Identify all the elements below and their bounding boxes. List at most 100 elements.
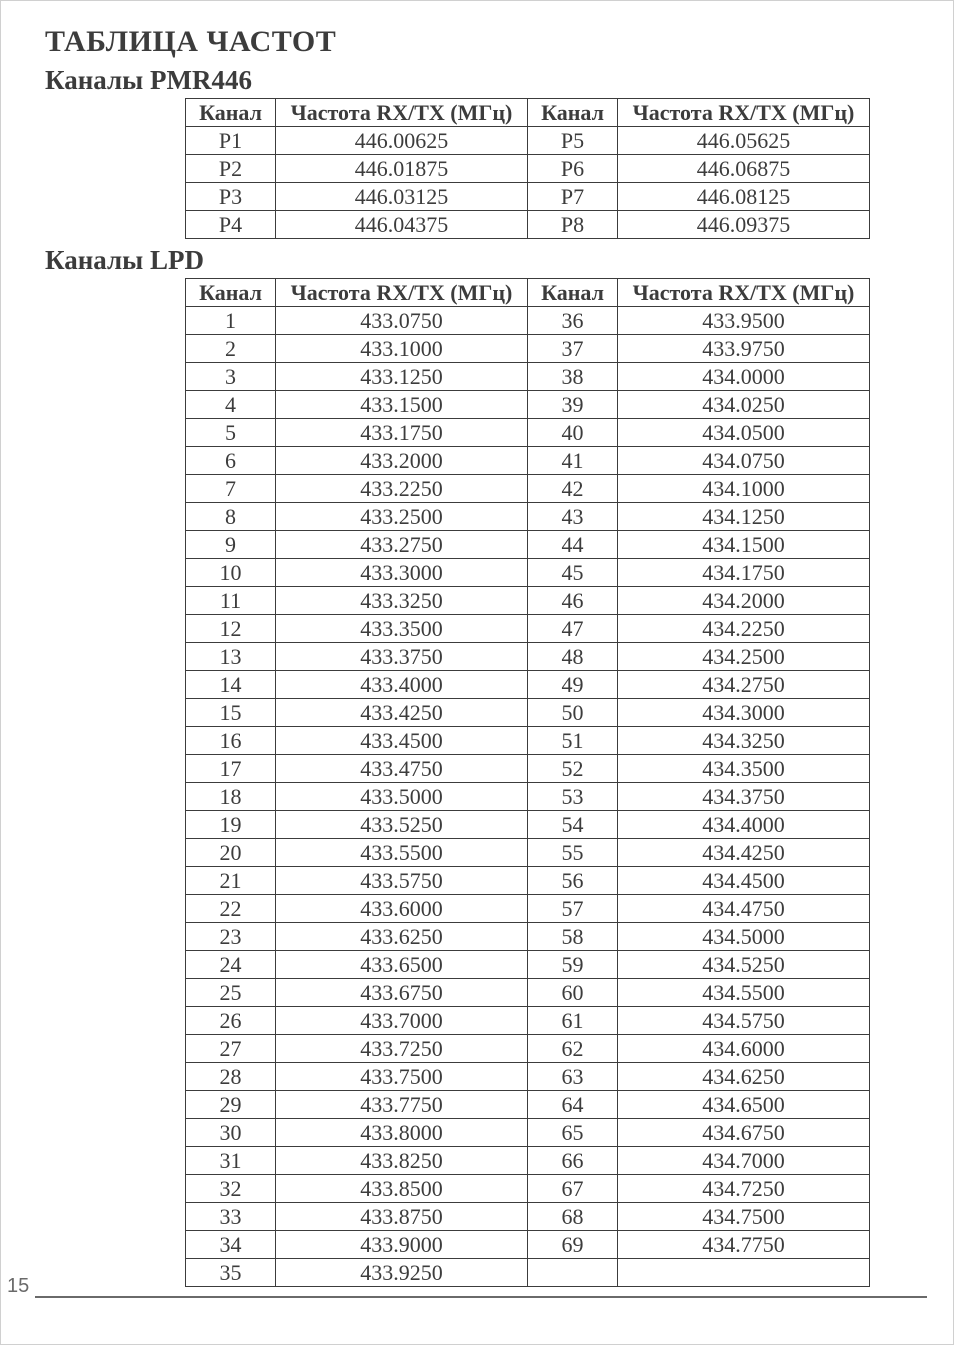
cell-freq: 446.04375 [276, 211, 528, 239]
table-header-row: Канал Частота RX/TX (МГц) Канал Частота … [186, 279, 870, 307]
cell-channel: 59 [528, 951, 618, 979]
cell-freq: 433.8500 [276, 1175, 528, 1203]
cell-channel: P5 [528, 127, 618, 155]
cell-freq: 433.9250 [276, 1259, 528, 1287]
cell-freq: 433.6000 [276, 895, 528, 923]
cell-freq: 434.0500 [618, 419, 870, 447]
table-row: 28433.750063434.6250 [186, 1063, 870, 1091]
table-row: 12433.350047434.2250 [186, 615, 870, 643]
col-freq: Частота RX/TX (МГц) [276, 99, 528, 127]
cell-channel: 44 [528, 531, 618, 559]
cell-channel: 33 [186, 1203, 276, 1231]
cell-freq: 433.0750 [276, 307, 528, 335]
cell-channel: 65 [528, 1119, 618, 1147]
cell-channel: 29 [186, 1091, 276, 1119]
cell-channel: 31 [186, 1147, 276, 1175]
cell-freq: 434.1750 [618, 559, 870, 587]
col-channel: Канал [186, 99, 276, 127]
table-row: 31433.825066434.7000 [186, 1147, 870, 1175]
cell-freq: 434.5250 [618, 951, 870, 979]
cell-channel: P6 [528, 155, 618, 183]
cell-channel: 69 [528, 1231, 618, 1259]
cell-freq: 434.0250 [618, 391, 870, 419]
cell-freq: 434.2000 [618, 587, 870, 615]
cell-channel: 5 [186, 419, 276, 447]
cell-freq: 433.7000 [276, 1007, 528, 1035]
table-row: 34433.900069434.7750 [186, 1231, 870, 1259]
table-row: 21433.575056434.4500 [186, 867, 870, 895]
table-row: 1433.075036433.9500 [186, 307, 870, 335]
cell-freq: 433.5000 [276, 783, 528, 811]
cell-channel: 57 [528, 895, 618, 923]
cell-freq: 433.1500 [276, 391, 528, 419]
cell-channel: 40 [528, 419, 618, 447]
cell-channel: 38 [528, 363, 618, 391]
cell-freq: 433.5250 [276, 811, 528, 839]
cell-freq [618, 1259, 870, 1287]
cell-freq: 433.8250 [276, 1147, 528, 1175]
table-row: P2446.01875P6446.06875 [186, 155, 870, 183]
pmr-table: Канал Частота RX/TX (МГц) Канал Частота … [185, 98, 870, 239]
cell-freq: 433.1250 [276, 363, 528, 391]
cell-channel: P3 [186, 183, 276, 211]
cell-freq: 433.6750 [276, 979, 528, 1007]
cell-channel: 12 [186, 615, 276, 643]
cell-freq: 433.2750 [276, 531, 528, 559]
cell-channel: P1 [186, 127, 276, 155]
cell-channel: 53 [528, 783, 618, 811]
cell-freq: 434.1500 [618, 531, 870, 559]
table-row: 33433.875068434.7500 [186, 1203, 870, 1231]
cell-channel: 66 [528, 1147, 618, 1175]
cell-channel: 62 [528, 1035, 618, 1063]
cell-freq: 434.4500 [618, 867, 870, 895]
cell-channel [528, 1259, 618, 1287]
cell-freq: 434.7500 [618, 1203, 870, 1231]
cell-freq: 446.00625 [276, 127, 528, 155]
cell-channel: P7 [528, 183, 618, 211]
table-row: P1446.00625P5446.05625 [186, 127, 870, 155]
cell-freq: 433.3750 [276, 643, 528, 671]
cell-channel: 30 [186, 1119, 276, 1147]
cell-freq: 433.3250 [276, 587, 528, 615]
cell-channel: 22 [186, 895, 276, 923]
cell-freq: 434.5500 [618, 979, 870, 1007]
cell-freq: 446.06875 [618, 155, 870, 183]
cell-freq: 434.4000 [618, 811, 870, 839]
lpd-tbody: 1433.075036433.95002433.100037433.975034… [186, 307, 870, 1287]
cell-channel: 26 [186, 1007, 276, 1035]
cell-freq: 434.2250 [618, 615, 870, 643]
cell-freq: 434.5000 [618, 923, 870, 951]
cell-freq: 433.2250 [276, 475, 528, 503]
cell-channel: 10 [186, 559, 276, 587]
table-row: 30433.800065434.6750 [186, 1119, 870, 1147]
table-row: 4433.150039434.0250 [186, 391, 870, 419]
cell-channel: 54 [528, 811, 618, 839]
cell-freq: 434.7750 [618, 1231, 870, 1259]
cell-channel: 20 [186, 839, 276, 867]
cell-freq: 433.7500 [276, 1063, 528, 1091]
table-row: 20433.550055434.4250 [186, 839, 870, 867]
cell-freq: 433.3500 [276, 615, 528, 643]
cell-freq: 434.3750 [618, 783, 870, 811]
cell-freq: 434.6250 [618, 1063, 870, 1091]
cell-freq: 446.03125 [276, 183, 528, 211]
table-row: 3433.125038434.0000 [186, 363, 870, 391]
cell-channel: 60 [528, 979, 618, 1007]
cell-freq: 433.5750 [276, 867, 528, 895]
cell-channel: 9 [186, 531, 276, 559]
table-row: P4446.04375P8446.09375 [186, 211, 870, 239]
table-row: 26433.700061434.5750 [186, 1007, 870, 1035]
lpd-table: Канал Частота RX/TX (МГц) Канал Частота … [185, 278, 870, 1287]
cell-channel: 47 [528, 615, 618, 643]
cell-channel: 49 [528, 671, 618, 699]
cell-channel: 15 [186, 699, 276, 727]
table-row: 22433.600057434.4750 [186, 895, 870, 923]
col-channel: Канал [186, 279, 276, 307]
cell-channel: 2 [186, 335, 276, 363]
cell-channel: 43 [528, 503, 618, 531]
cell-channel: P2 [186, 155, 276, 183]
cell-channel: 48 [528, 643, 618, 671]
table-row: 35433.9250 [186, 1259, 870, 1287]
cell-channel: 3 [186, 363, 276, 391]
cell-channel: 55 [528, 839, 618, 867]
